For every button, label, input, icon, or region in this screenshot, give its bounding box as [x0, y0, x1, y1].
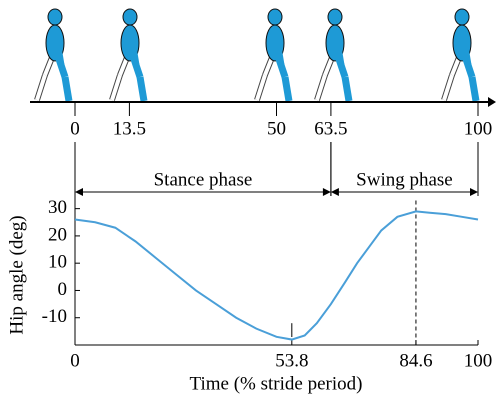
y-tick-label: -10 — [42, 306, 67, 327]
y-tick-label: 30 — [48, 197, 67, 218]
page: Hip angle (deg) Time (% stride period) 0… — [0, 0, 496, 400]
y-tick-label: 20 — [48, 224, 67, 245]
x-tick-label: 84.6 — [399, 350, 432, 371]
event-tick-label: 13.5 — [113, 118, 146, 139]
chart: Hip angle (deg) Time (% stride period) 0… — [0, 0, 496, 400]
x-tick-label: 0 — [70, 350, 80, 371]
timeline-arrow — [488, 97, 496, 107]
walking-figures — [37, 9, 476, 101]
y-tick-label: 10 — [48, 252, 67, 273]
hip-angle-line — [75, 211, 478, 339]
event-tick-label: 63.5 — [314, 118, 347, 139]
x-axis-label: Time (% stride period) — [190, 373, 363, 394]
x-tick-label: 53.8 — [275, 350, 308, 371]
phase-label: Swing phase — [356, 169, 453, 190]
y-tick-label: 0 — [58, 279, 68, 300]
y-axis-label: Hip angle (deg) — [6, 215, 27, 334]
event-tick-label: 50 — [267, 118, 286, 139]
x-tick-label: 100 — [464, 350, 493, 371]
event-tick-label: 0 — [70, 118, 80, 139]
event-tick-label: 100 — [464, 118, 493, 139]
phase-label: Stance phase — [154, 169, 253, 190]
